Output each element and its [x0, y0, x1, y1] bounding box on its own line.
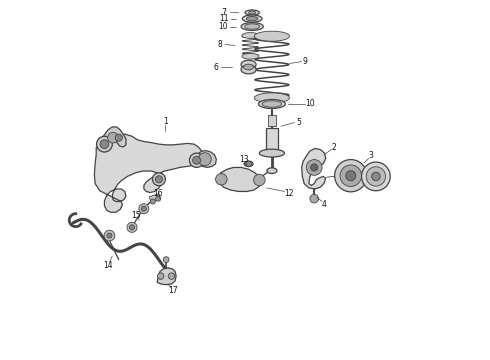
Ellipse shape	[254, 31, 290, 41]
Text: 4: 4	[321, 200, 326, 209]
Circle shape	[163, 257, 169, 262]
Bar	[266, 128, 278, 153]
Text: 14: 14	[103, 261, 113, 270]
Circle shape	[127, 222, 137, 232]
Circle shape	[155, 176, 163, 183]
Ellipse shape	[248, 11, 256, 14]
Ellipse shape	[244, 161, 253, 167]
Polygon shape	[219, 167, 261, 192]
Polygon shape	[157, 268, 176, 285]
Text: 16: 16	[153, 189, 163, 198]
Text: 10: 10	[305, 99, 315, 108]
Circle shape	[371, 172, 380, 181]
Text: 7: 7	[222, 8, 227, 17]
Circle shape	[190, 153, 204, 167]
Ellipse shape	[262, 101, 282, 107]
Ellipse shape	[254, 93, 290, 103]
Text: 5: 5	[296, 118, 301, 127]
Text: 6: 6	[213, 63, 218, 72]
Ellipse shape	[245, 24, 260, 29]
Ellipse shape	[258, 99, 285, 108]
Text: 17: 17	[168, 286, 177, 295]
Polygon shape	[193, 150, 216, 167]
Polygon shape	[101, 127, 126, 148]
Bar	[149, 194, 161, 202]
Circle shape	[306, 159, 322, 175]
Polygon shape	[95, 134, 204, 212]
Circle shape	[340, 165, 362, 186]
Text: 10: 10	[218, 22, 227, 31]
Circle shape	[150, 199, 155, 204]
Ellipse shape	[242, 53, 259, 59]
Circle shape	[108, 132, 119, 143]
Ellipse shape	[241, 65, 256, 74]
Circle shape	[152, 173, 166, 186]
Circle shape	[311, 164, 318, 171]
Circle shape	[254, 174, 265, 186]
Ellipse shape	[267, 168, 277, 174]
Circle shape	[129, 225, 135, 230]
Ellipse shape	[244, 64, 254, 70]
Circle shape	[107, 233, 112, 238]
Text: 13: 13	[240, 155, 249, 164]
Circle shape	[366, 167, 386, 186]
Circle shape	[157, 273, 164, 279]
Circle shape	[168, 273, 175, 279]
Ellipse shape	[241, 23, 263, 31]
Ellipse shape	[259, 149, 285, 157]
Circle shape	[156, 196, 161, 201]
Text: 1: 1	[163, 117, 168, 126]
Text: 3: 3	[369, 151, 374, 160]
Circle shape	[346, 171, 356, 181]
Circle shape	[104, 230, 115, 241]
Bar	[268, 116, 276, 126]
Circle shape	[193, 156, 200, 164]
Circle shape	[245, 161, 251, 167]
Circle shape	[97, 136, 112, 152]
Circle shape	[362, 162, 390, 191]
Circle shape	[198, 153, 211, 166]
Text: 2: 2	[332, 143, 336, 152]
Ellipse shape	[245, 10, 259, 15]
Circle shape	[216, 174, 227, 185]
Ellipse shape	[242, 33, 259, 39]
Circle shape	[310, 194, 318, 203]
Circle shape	[335, 159, 367, 192]
Circle shape	[115, 134, 122, 141]
Circle shape	[100, 140, 109, 148]
Ellipse shape	[241, 60, 256, 69]
Text: 9: 9	[303, 57, 308, 66]
Circle shape	[141, 206, 147, 211]
Text: 12: 12	[284, 189, 294, 198]
Text: 11: 11	[219, 14, 228, 23]
Text: 15: 15	[131, 211, 141, 220]
Ellipse shape	[243, 15, 262, 22]
Circle shape	[139, 204, 149, 214]
Ellipse shape	[246, 17, 258, 21]
Polygon shape	[302, 148, 326, 189]
Text: 8: 8	[218, 40, 222, 49]
